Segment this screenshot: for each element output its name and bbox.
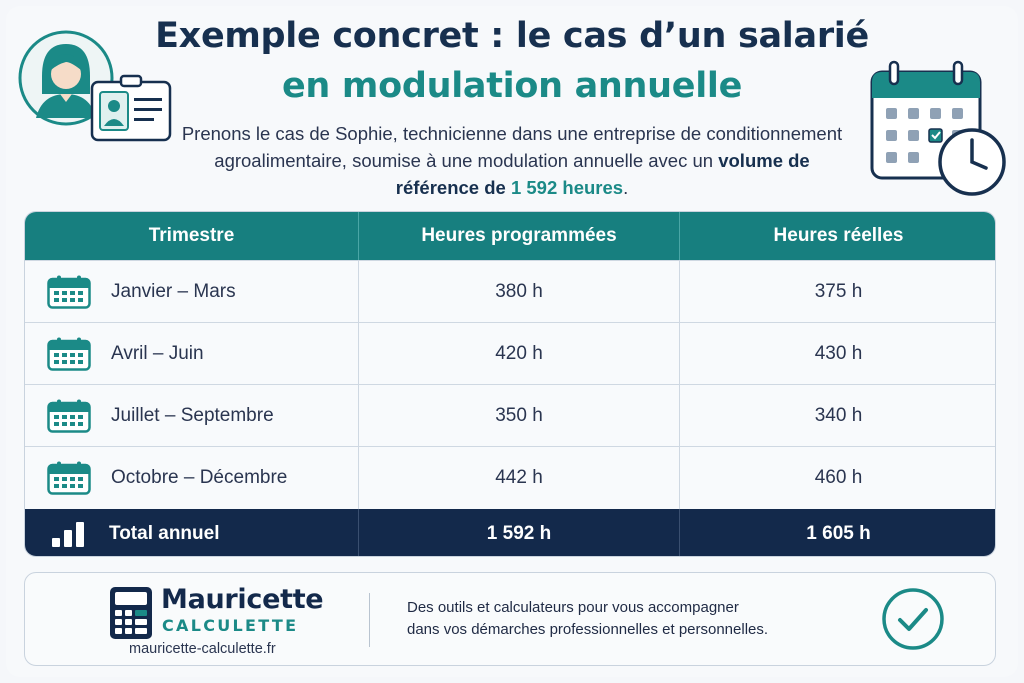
quarter-label: Janvier – Mars bbox=[111, 281, 236, 302]
actual-hours-cell: 430 h bbox=[679, 323, 995, 385]
tagline-line-2: dans vos démarches professionnelles et p… bbox=[407, 621, 769, 638]
total-label: Total annuel bbox=[109, 522, 220, 544]
header-actual: Heures réelles bbox=[679, 212, 995, 260]
programmed-hours-cell: 420 h bbox=[358, 323, 679, 385]
actual-hours-cell: 375 h bbox=[679, 261, 995, 323]
table-header: Trimestre Heures programmées Heures réel… bbox=[25, 212, 995, 260]
intro-highlight: 1 592 heures bbox=[510, 177, 624, 198]
brand-url-link[interactable]: mauricette-calculette.fr bbox=[129, 641, 276, 657]
bar-chart-icon bbox=[52, 521, 84, 547]
quarter-cell: Janvier – Mars bbox=[25, 261, 358, 323]
quarter-label: Avril – Juin bbox=[111, 343, 204, 364]
quarter-label: Juillet – Septembre bbox=[111, 405, 274, 426]
intro-paragraph: Prenons le cas de Sophie, technicienne d… bbox=[181, 123, 843, 198]
actual-hours-cell: 340 h bbox=[679, 385, 995, 447]
check-circle-icon bbox=[881, 587, 945, 651]
footer-divider bbox=[369, 593, 370, 647]
calendar-clock-icon bbox=[866, 60, 1012, 200]
programmed-hours-cell: 350 h bbox=[358, 385, 679, 447]
brand-subtitle: CALCULETTE bbox=[162, 616, 299, 635]
programmed-hours-cell: 442 h bbox=[358, 447, 679, 509]
footer-tagline: Des outils et calculateurs pour vous acc… bbox=[407, 597, 827, 641]
table-row: Janvier – Mars 380 h 375 h bbox=[25, 260, 995, 323]
calendar-icon bbox=[47, 461, 91, 495]
table-row: Juillet – Septembre 350 h 340 h bbox=[25, 384, 995, 447]
total-actual: 1 605 h bbox=[679, 509, 995, 556]
calculator-icon bbox=[109, 586, 153, 640]
intro-bold: volume de référence de bbox=[395, 150, 810, 198]
page-subtitle: en modulation annuelle bbox=[281, 66, 743, 106]
quarter-cell: Octobre – Décembre bbox=[25, 447, 358, 509]
table-row: Octobre – Décembre 442 h 460 h bbox=[25, 446, 995, 509]
header-programmed: Heures programmées bbox=[358, 212, 679, 260]
intro-text: Prenons le cas de Sophie, technicienne d… bbox=[181, 123, 843, 171]
quarter-cell: Avril – Juin bbox=[25, 323, 358, 385]
calendar-icon bbox=[47, 337, 91, 371]
tagline-line-1: Des outils et calculateurs pour vous acc… bbox=[407, 599, 739, 616]
footer-card: Mauricette CALCULETTE mauricette-calcule… bbox=[24, 572, 996, 666]
total-row: Total annuel 1 592 h 1 605 h bbox=[25, 509, 995, 556]
total-programmed: 1 592 h bbox=[358, 509, 679, 556]
table-row: Avril – Juin 420 h 430 h bbox=[25, 322, 995, 385]
calendar-icon bbox=[47, 399, 91, 433]
hours-table: Trimestre Heures programmées Heures réel… bbox=[24, 211, 996, 557]
programmed-hours-cell: 380 h bbox=[358, 261, 679, 323]
employee-badge-icon bbox=[16, 26, 176, 146]
quarter-cell: Juillet – Septembre bbox=[25, 385, 358, 447]
quarter-label: Octobre – Décembre bbox=[111, 467, 288, 488]
total-label-cell: Total annuel bbox=[25, 509, 358, 556]
page-title: Exemple concret : le cas d’un salarié bbox=[155, 16, 869, 56]
actual-hours-cell: 460 h bbox=[679, 447, 995, 509]
brand-name: Mauricette bbox=[161, 584, 324, 615]
calendar-icon bbox=[47, 275, 91, 309]
header-quarter: Trimestre bbox=[148, 225, 235, 246]
